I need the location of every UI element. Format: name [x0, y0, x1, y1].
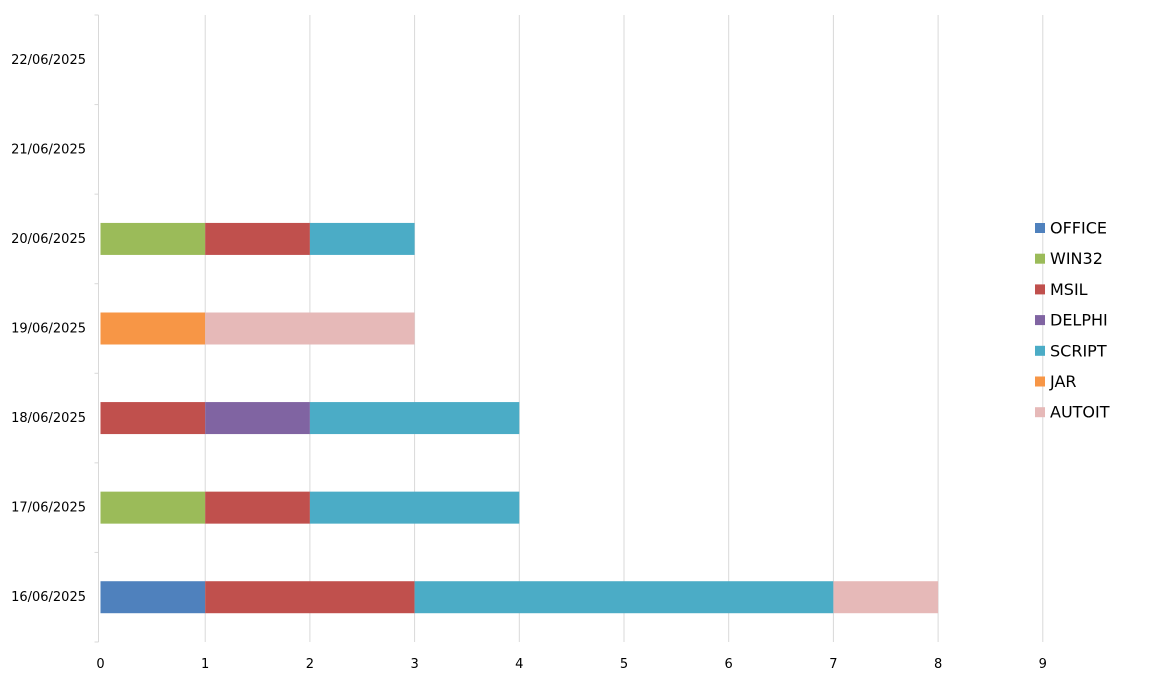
bar-segment-autoit — [205, 312, 415, 345]
legend-label: SCRIPT — [1050, 341, 1107, 360]
x-tick-label: 6 — [725, 657, 733, 672]
gridlines — [204, 15, 1044, 642]
legend-label: OFFICE — [1050, 219, 1107, 238]
bar-segment-script — [414, 581, 834, 614]
bar-segment-office — [100, 581, 206, 614]
y-tick-label: 17/06/2025 — [11, 501, 86, 516]
legend-swatch — [1035, 253, 1045, 264]
legend-swatch — [1035, 376, 1045, 387]
y-tick-label: 20/06/2025 — [11, 232, 86, 247]
y-tick-label: 22/06/2025 — [11, 53, 86, 68]
bar-segment-win32 — [100, 222, 206, 255]
bar-segment-win32 — [100, 491, 206, 524]
bars — [100, 222, 939, 614]
y-tick-label: 19/06/2025 — [11, 322, 86, 337]
legend-swatch — [1035, 345, 1045, 356]
bar-segment-script — [309, 222, 415, 255]
x-tick-label: 7 — [829, 657, 837, 672]
legend-swatch — [1035, 284, 1045, 295]
legend-label: MSIL — [1050, 280, 1088, 299]
bar-segment-msil — [205, 222, 310, 255]
legend-swatch — [1035, 407, 1045, 418]
x-tick-label: 9 — [1039, 657, 1047, 672]
bar-segment-msil — [100, 402, 206, 435]
y-tick-label: 18/06/2025 — [11, 411, 86, 426]
x-tick-label: 4 — [515, 657, 523, 672]
bar-segment-autoit — [833, 581, 939, 614]
legend-swatch — [1035, 223, 1045, 233]
legend-label: DELPHI — [1050, 311, 1108, 330]
legend-label: JAR — [1049, 372, 1077, 391]
x-tick-label: 5 — [620, 657, 628, 672]
legend: OFFICE WIN32 MSIL DELPHI SCRIPT JAR AUTOIT — [1035, 219, 1110, 422]
x-tick-label: 1 — [201, 657, 209, 672]
bar-segment-script — [309, 491, 520, 524]
bar-segment-delphi — [205, 402, 310, 435]
y-tick-label: 16/06/2025 — [11, 590, 86, 605]
y-tick-label: 21/06/2025 — [11, 142, 86, 157]
bar-segment-jar — [100, 312, 206, 345]
axes: 16/06/2025 17/06/2025 18/06/2025 19/06/2025… — [11, 14, 1047, 672]
x-tick-label: 8 — [934, 657, 942, 672]
x-tick-label: 0 — [96, 657, 104, 672]
legend-label: AUTOIT — [1050, 403, 1110, 422]
bar-segment-script — [309, 402, 520, 435]
bar-segment-msil — [205, 581, 415, 614]
x-tick-label: 3 — [410, 657, 418, 672]
x-tick-label: 2 — [306, 657, 314, 672]
legend-swatch — [1035, 315, 1045, 326]
legend-label: WIN32 — [1050, 249, 1103, 268]
bar-segment-msil — [205, 491, 310, 524]
